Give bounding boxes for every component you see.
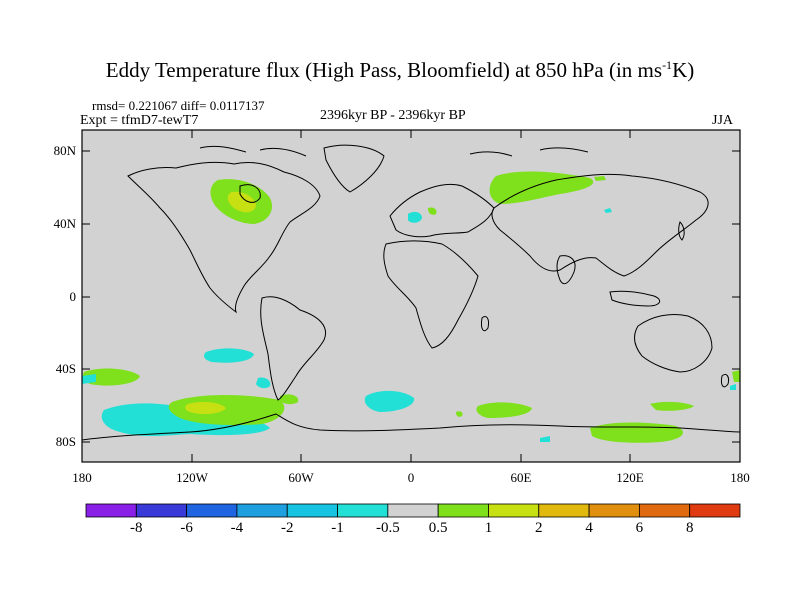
coast-japan xyxy=(678,221,685,241)
y-tick-label: 40S xyxy=(55,361,76,376)
colorbar-label: -0.5 xyxy=(375,520,400,536)
anomaly-patch-drake-passage xyxy=(256,377,271,389)
colorbar-label: -1 xyxy=(331,520,344,536)
colorbar-label: 1 xyxy=(484,520,493,536)
x-tick-label: 60E xyxy=(510,470,532,485)
experiment-label: Expt = tfmD7-tewT7 xyxy=(80,113,199,128)
coast-hudson-bay xyxy=(239,184,261,203)
colorbar-swatch xyxy=(488,503,540,518)
colorbar-label: 2 xyxy=(535,520,543,536)
x-tick-label: 180 xyxy=(72,470,92,485)
colorbar-swatch xyxy=(85,503,137,518)
colorbar-label: -2 xyxy=(280,520,294,536)
anomaly-patch-southern-pacific-yellow xyxy=(185,401,226,415)
coast-africa xyxy=(383,240,479,349)
y-tick-label: 40N xyxy=(53,216,76,231)
anomaly-patch-south-indian xyxy=(650,401,694,411)
anomaly-patch-indian-ocean xyxy=(476,402,532,418)
rmsd-label: rmsd= 0.221067 diff= 0.0117137 xyxy=(92,98,265,113)
x-tick-label: 180 xyxy=(730,470,750,485)
period-label: 2396kyr BP - 2396kyr BP xyxy=(320,108,466,123)
anomaly-patch-north-america-core xyxy=(227,191,256,213)
colorbar-swatch xyxy=(186,503,238,518)
colorbar-label: -8 xyxy=(130,520,143,536)
anomaly-patch-siberia xyxy=(489,171,594,204)
colorbar-label: 4 xyxy=(585,520,593,536)
anomaly-patch-siberia-tip xyxy=(594,176,606,181)
colorbar-label: 0.5 xyxy=(428,520,448,536)
coast-indonesia xyxy=(609,290,661,307)
flux-anomaly-shading xyxy=(82,171,740,443)
colorbar-swatch xyxy=(286,503,338,518)
colorbar-swatch xyxy=(135,503,188,518)
colorbar-swatch xyxy=(387,503,439,518)
anomaly-patch-east-edge-cyan xyxy=(730,384,736,390)
x-tick-label: 120E xyxy=(616,470,644,485)
x-axis-ticks xyxy=(81,130,741,462)
anomaly-patch-europe-green xyxy=(428,207,437,215)
x-tick-label: 60W xyxy=(288,470,314,485)
coast-greenland xyxy=(323,144,385,193)
anomaly-patch-antarctic-coast xyxy=(590,422,683,443)
coast-antarctica xyxy=(82,413,740,441)
x-tick-label: 0 xyxy=(407,470,415,485)
colorbar-swatch xyxy=(337,503,389,518)
anomaly-patch-south-pacific-1 xyxy=(204,348,254,363)
colorbar-swatch xyxy=(588,503,640,518)
y-tick-label: 80S xyxy=(55,434,76,449)
coast-north-america xyxy=(127,161,321,314)
y-tick-label: 0 xyxy=(69,289,77,304)
coast-australia xyxy=(634,313,713,373)
coastlines xyxy=(82,144,740,441)
colorbar-swatch xyxy=(689,503,741,518)
anomaly-patch-east-edge xyxy=(732,370,740,382)
coast-madagascar xyxy=(481,315,489,332)
colorbar-label: -6 xyxy=(180,520,193,536)
anomaly-patch-atlantic-small xyxy=(456,411,463,417)
coast-asia xyxy=(491,173,709,277)
colorbar-label: 8 xyxy=(685,520,694,536)
anomaly-patch-south-atlantic xyxy=(364,390,415,412)
anomaly-patch-south-pacific-2 xyxy=(82,368,140,386)
anomaly-patch-west-edge xyxy=(82,374,96,384)
anomaly-patch-small-cyan-1 xyxy=(540,436,550,442)
colorbar-swatch xyxy=(437,503,489,518)
colorbar-swatch xyxy=(638,503,691,518)
y-tick-label: 80N xyxy=(53,143,76,158)
coast-new-zealand xyxy=(721,373,729,388)
anomaly-patch-europe-cyan xyxy=(408,211,422,223)
coast-india xyxy=(556,255,576,285)
anomaly-patch-asia-cyan xyxy=(604,208,612,213)
colorbar-label: 6 xyxy=(635,520,644,536)
y-axis-ticks xyxy=(82,150,740,443)
coast-arctic-islands xyxy=(199,145,589,157)
figure-title: Eddy Temperature flux (High Pass, Bloomf… xyxy=(105,58,695,82)
colorbar-swatch xyxy=(236,503,288,518)
anomaly-patch-drake-green xyxy=(280,394,299,405)
colorbar-label: -4 xyxy=(230,520,244,536)
season-label: JJA xyxy=(712,113,734,128)
colorbar xyxy=(85,503,741,518)
x-tick-label: 120W xyxy=(176,470,208,485)
coast-south-america xyxy=(260,296,326,401)
colorbar-swatch xyxy=(538,503,590,518)
